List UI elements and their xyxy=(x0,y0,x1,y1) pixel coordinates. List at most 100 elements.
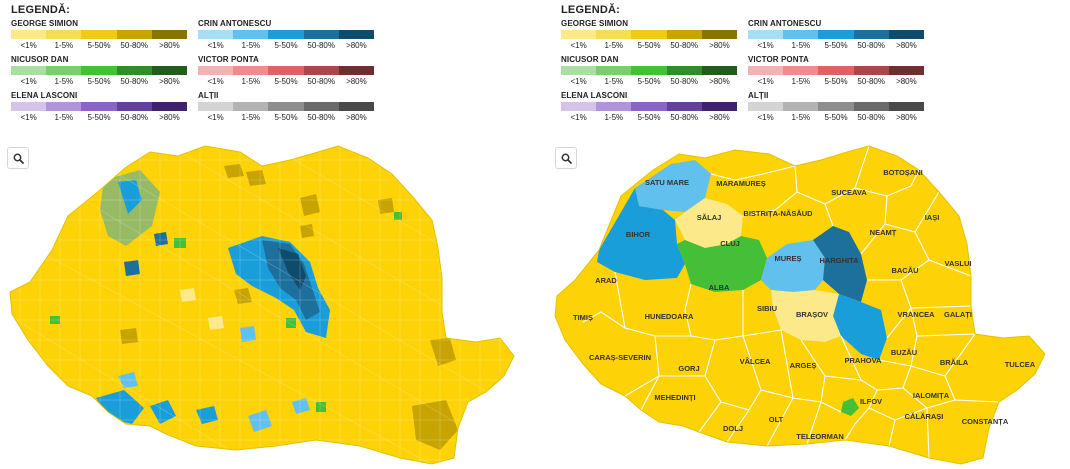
legend-bin-label: 5-50% xyxy=(87,41,111,50)
legend-swatch xyxy=(81,66,117,75)
legend-bin-label: <1% xyxy=(207,41,224,50)
county-label: MEHEDINȚI xyxy=(654,393,695,402)
legend-bin-label: <1% xyxy=(207,113,224,122)
legend-swatch xyxy=(46,102,82,111)
legend-swatches xyxy=(11,30,188,39)
legend-bin-label: <1% xyxy=(20,77,37,86)
legend-bin-labels: <1% 1-5% 5-50% 50-80% >80% xyxy=(561,77,737,86)
legend-bin-label: 50-80% xyxy=(670,41,698,50)
legend-bin-label: 50-80% xyxy=(120,77,148,86)
zoom-button[interactable] xyxy=(555,147,577,169)
county-results-map[interactable]: SATU MARE MARAMUREȘ BOTOȘANI SUCEAVA SĂL… xyxy=(535,140,1070,469)
legend-bin-label: >80% xyxy=(346,77,367,86)
legend-bin-label: 5-50% xyxy=(637,41,661,50)
legend-bin-label: 5-50% xyxy=(824,113,848,122)
legend-bin-label: 5-50% xyxy=(87,113,111,122)
legend-swatches xyxy=(748,66,925,75)
legend-swatch xyxy=(81,30,117,39)
legend-bin-label: <1% xyxy=(20,113,37,122)
county-label: VÂLCEA xyxy=(740,357,771,366)
legend-bin-label: 50-80% xyxy=(307,41,335,50)
county-label: ALBA xyxy=(709,283,730,292)
legend-group: GEORGE SIMION <1% 1-5% 5-50% 50-80% >80% xyxy=(11,19,188,50)
legend-swatch xyxy=(853,102,889,111)
legend-title: LEGENDĂ: xyxy=(11,4,71,16)
locality-results-map[interactable] xyxy=(0,140,535,469)
legend-bin-label: 5-50% xyxy=(274,113,298,122)
legend-swatch xyxy=(783,66,819,75)
county-label: BUZĂU xyxy=(891,348,917,357)
county-label: CARAȘ-SEVERIN xyxy=(589,353,651,362)
county-label: MUREȘ xyxy=(774,254,801,263)
legend-bin-label: 1-5% xyxy=(54,77,74,86)
legend-bin-labels: <1% 1-5% 5-50% 50-80% >80% xyxy=(11,41,187,50)
legend-bin-label: 50-80% xyxy=(120,113,148,122)
county-label: ARGEȘ xyxy=(790,361,817,370)
search-icon xyxy=(561,153,572,164)
county-covasna xyxy=(833,294,887,360)
legend-swatches xyxy=(198,66,375,75)
legend-swatch xyxy=(596,30,632,39)
legend-bin-labels: <1% 1-5% 5-50% 50-80% >80% xyxy=(561,113,737,122)
legend-swatch xyxy=(818,66,854,75)
county-label: TIMIȘ xyxy=(573,313,593,322)
legend-swatch xyxy=(151,66,188,75)
legend-swatches xyxy=(748,30,925,39)
county-bihor xyxy=(597,188,685,280)
legend-bin-label: >80% xyxy=(159,113,180,122)
legend-bin-label: >80% xyxy=(896,41,917,50)
legend-swatch xyxy=(748,30,784,39)
county-label: CĂLĂRAȘI xyxy=(905,412,944,421)
legend-bin-label: <1% xyxy=(570,113,587,122)
legend-swatch xyxy=(268,66,304,75)
county-label: IALOMIȚA xyxy=(913,391,950,400)
legend-swatch xyxy=(666,30,702,39)
search-icon xyxy=(13,153,24,164)
legend-swatch xyxy=(748,66,784,75)
legend-bin-labels: <1% 1-5% 5-50% 50-80% >80% xyxy=(198,113,374,122)
county-satu-mare xyxy=(635,160,711,212)
legend-candidate-name: ELENA LASCONI xyxy=(11,91,78,100)
legend-swatch xyxy=(151,30,188,39)
county-label: SIBIU xyxy=(757,304,777,313)
legend-swatch xyxy=(853,66,889,75)
county-map-panel: LEGENDĂ: GEORGE SIMION <1% 1-5% 5-50% 50-80%… xyxy=(535,0,1070,469)
legend-bin-label: <1% xyxy=(570,77,587,86)
legend-bin-label: <1% xyxy=(757,77,774,86)
legend-bin-label: >80% xyxy=(709,41,730,50)
legend-swatches xyxy=(11,66,188,75)
legend-swatch xyxy=(116,102,152,111)
legend-bin-label: 50-80% xyxy=(307,77,335,86)
county-ilfov-center xyxy=(841,398,859,416)
legend-swatch xyxy=(818,102,854,111)
legend-bin-labels: <1% 1-5% 5-50% 50-80% >80% xyxy=(198,41,374,50)
legend-swatch xyxy=(268,102,304,111)
legend-group: ALȚII <1% 1-5% 5-50% 50-80% >80% xyxy=(198,91,375,122)
legend-group: NICUSOR DAN <1% 1-5% 5-50% 50-80% >80% xyxy=(561,55,738,86)
legend-bin-label: <1% xyxy=(757,113,774,122)
legend-bin-label: >80% xyxy=(896,77,917,86)
legend-swatch xyxy=(666,102,702,111)
legend-bin-label: <1% xyxy=(570,41,587,50)
legend-swatches xyxy=(748,102,925,111)
legend-swatch xyxy=(888,102,925,111)
legend-bin-label: <1% xyxy=(207,77,224,86)
county-label: SĂLAJ xyxy=(697,213,722,222)
county-label: MARAMUREȘ xyxy=(716,179,766,188)
legend-swatch xyxy=(561,102,597,111)
legend-bin-label: 1-5% xyxy=(241,41,261,50)
zoom-button[interactable] xyxy=(7,147,29,169)
legend-bin-label: >80% xyxy=(709,113,730,122)
legend-swatch xyxy=(233,66,269,75)
legend-bin-label: 1-5% xyxy=(241,113,261,122)
legend-group: GEORGE SIMION <1% 1-5% 5-50% 50-80% >80% xyxy=(561,19,738,50)
legend-candidate-name: GEORGE SIMION xyxy=(561,19,629,28)
legend-swatch xyxy=(151,102,188,111)
legend-swatch xyxy=(853,30,889,39)
legend-swatch xyxy=(11,66,47,75)
legend-candidate-name: GEORGE SIMION xyxy=(11,19,79,28)
legend-swatch xyxy=(596,66,632,75)
legend-bin-label: >80% xyxy=(159,41,180,50)
county-label: VASLUI xyxy=(945,259,972,268)
legend-swatch xyxy=(701,66,738,75)
